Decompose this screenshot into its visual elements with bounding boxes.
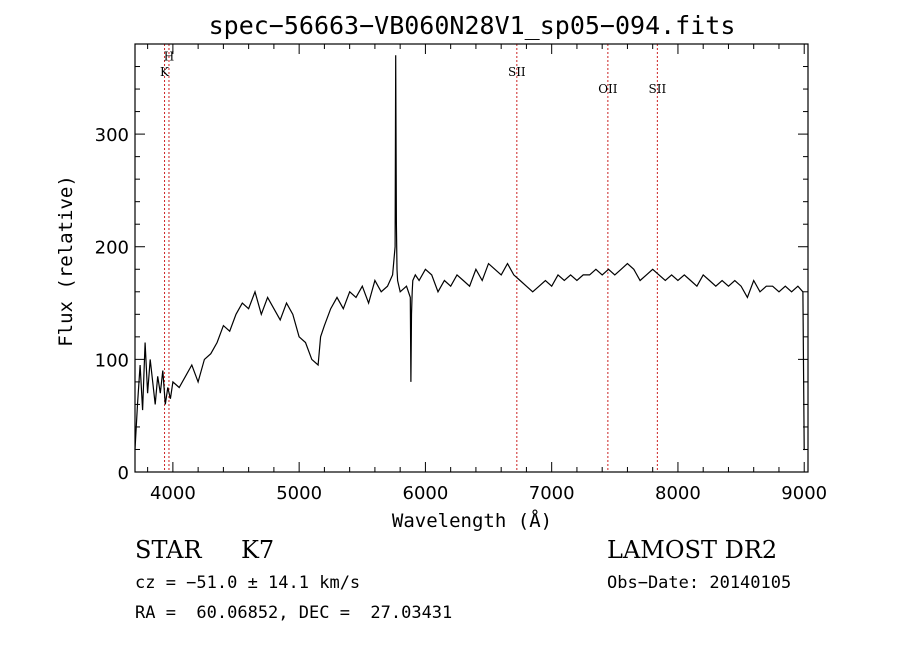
coordinates-text: RA = 60.06852, DEC = 27.03431	[135, 603, 453, 623]
y-tick-label: 300	[95, 125, 129, 146]
spectrum-series-line	[134, 55, 805, 451]
x-tick-label: 6000	[403, 483, 449, 504]
line-marker-label: H	[164, 49, 174, 63]
chart-title: spec−56663−VB060N28V1_sp05−094.fits	[209, 11, 736, 40]
x-axis-label: Wavelength (Å)	[392, 509, 552, 532]
axis-ticks: 4000 5000 6000 7000 8000 9000 0 100 200 300	[95, 44, 827, 504]
survey-name: LAMOST DR2	[607, 536, 778, 564]
y-tick-label: 200	[95, 238, 129, 259]
x-tick-label: 5000	[276, 483, 322, 504]
line-marker-label: SII	[508, 65, 526, 79]
line-marker-label: K	[160, 65, 170, 79]
x-tick-label: 9000	[781, 483, 827, 504]
spectrum-chart: spec−56663−VB060N28V1_sp05−094.fits Flux…	[55, 11, 827, 532]
plot-frame	[134, 43, 809, 473]
y-tick-label: 100	[95, 350, 129, 371]
line-markers: KH SII OII SII	[160, 44, 666, 472]
object-subclass: K7	[241, 536, 275, 564]
x-tick-label: 4000	[150, 483, 196, 504]
x-tick-label: 7000	[529, 483, 575, 504]
obs-date-text: Obs−Date: 20140105	[607, 573, 792, 593]
line-marker-label: SII	[649, 82, 667, 96]
y-tick-label: 0	[118, 463, 129, 484]
line-marker-label: OII	[598, 82, 618, 96]
y-axis-label: Flux (relative)	[55, 175, 77, 347]
object-class: STAR	[135, 536, 202, 564]
x-tick-label: 8000	[655, 483, 701, 504]
redshift-text: cz = −51.0 ± 14.1 km/s	[135, 573, 361, 593]
